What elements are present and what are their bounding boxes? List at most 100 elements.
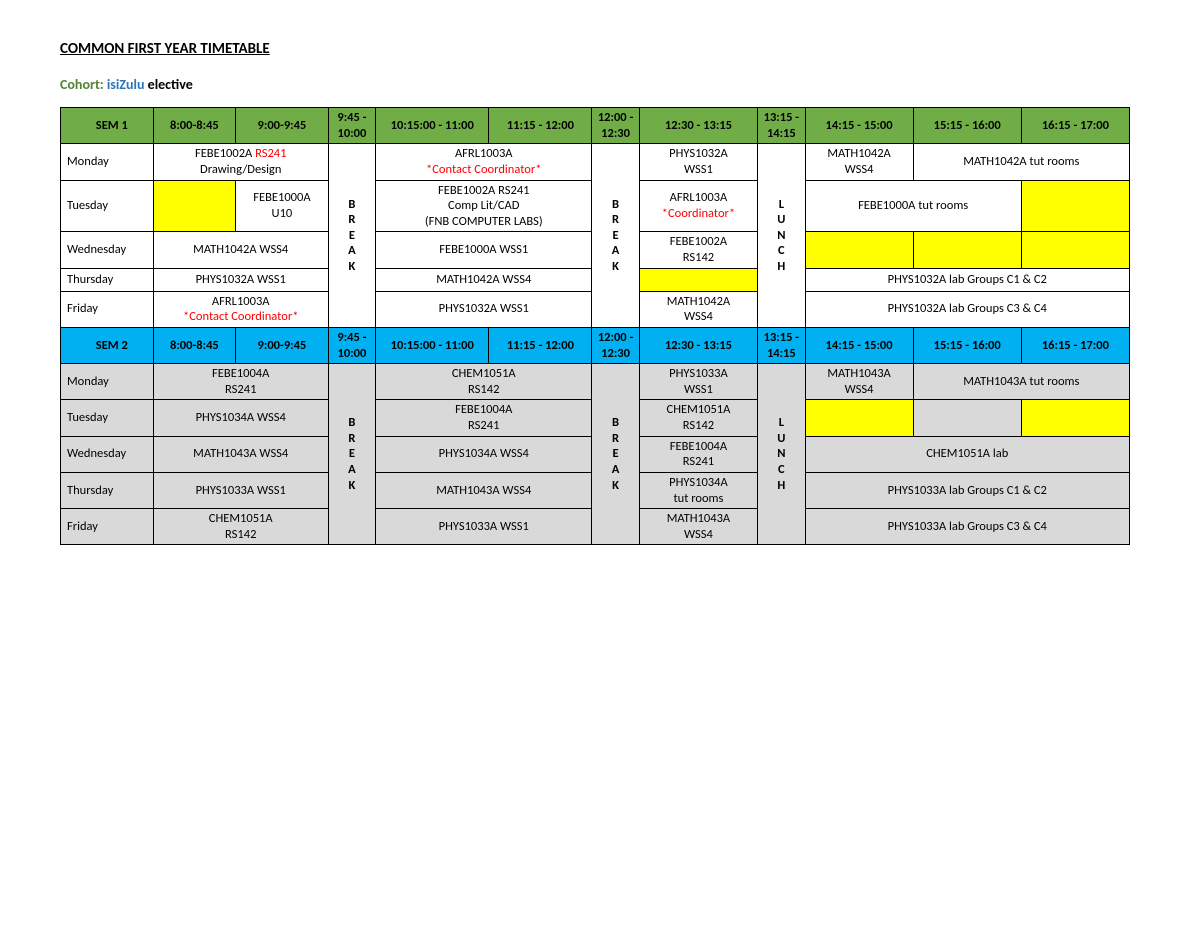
day-fri: Friday (61, 291, 154, 327)
sem1-fri-s678: PHYS1032A lab Groups C3 & C4 (805, 291, 1129, 327)
txt: CHEM1051A (452, 366, 516, 381)
txt: FEBE1002A (670, 234, 727, 249)
txt: (FNB COMPUTER LABS) (425, 214, 543, 229)
sem2-tue-s34: FEBE1004A RS241 (376, 400, 592, 436)
sem2-label: SEM 2 (61, 327, 154, 363)
hdr-time-2: 9:45 - 10:00 (328, 108, 375, 144)
hdr-time-9: 15:15 - 16:00 (913, 108, 1021, 144)
txt: WSS4 (684, 309, 713, 324)
txt: WSS4 (684, 527, 713, 542)
sem1-thu-s34: MATH1042A WSS4 (376, 268, 592, 291)
hdr2-time-10: 16:15 - 17:00 (1021, 327, 1129, 363)
sem2-fri-s678: PHYS1033A lab Groups C3 & C4 (805, 509, 1129, 545)
sem1-tue-s1 (153, 180, 235, 232)
sem2-thu-s678: PHYS1033A lab Groups C1 & C2 (805, 472, 1129, 508)
txt: CHEM1051A (667, 402, 731, 417)
txt: PHYS1032A (669, 146, 728, 161)
sem2-mon-s6: MATH1043A WSS4 (805, 364, 913, 400)
txt: PHYS1033A (669, 366, 728, 381)
txt: WSS4 (845, 382, 874, 397)
sem2-thu-s12: PHYS1033A WSS1 (153, 472, 328, 508)
txt: RS142 (225, 527, 256, 542)
txt: WSS4 (845, 162, 874, 177)
sem2-break-2: BREAK (592, 364, 639, 545)
txt: AFRL1003A (455, 146, 513, 161)
txt: RS241 (468, 418, 499, 433)
txt: AFRL1003A (670, 190, 728, 205)
cohort-value: isiZulu (107, 76, 145, 93)
sem2-thu-s34: MATH1043A WSS4 (376, 472, 592, 508)
sem1-wed-s8 (1021, 232, 1129, 268)
cohort-label: Cohort: (60, 76, 104, 93)
sem1-lunch: LUNCH (758, 144, 805, 328)
txt: FEBE1004A (212, 366, 269, 381)
txt: Comp Lit/CAD (448, 198, 519, 213)
sem2-tue-s8 (1021, 400, 1129, 436)
sem2-thu-s5: PHYS1034A tut rooms (639, 472, 757, 508)
hdr2-time-3: 10:15:00 - 11:00 (376, 327, 489, 363)
txt: CHEM1051A (209, 511, 273, 526)
sem1-break-2: BREAK (592, 144, 639, 328)
sem1-thu-s12: PHYS1032A WSS1 (153, 268, 328, 291)
day-thu-2: Thursday (61, 472, 154, 508)
day-wed-2: Wednesday (61, 436, 154, 472)
sem2-tue-s7 (913, 400, 1021, 436)
txt: AFRL1003A (212, 294, 270, 309)
hdr2-time-8: 14:15 - 15:00 (805, 327, 913, 363)
txt: FEBE1002A RS241 (438, 183, 530, 198)
sem1-tue-s67: FEBE1000A tut rooms (805, 180, 1021, 232)
sem2-mon-s34: CHEM1051A RS142 (376, 364, 592, 400)
txt: RS241 (683, 454, 714, 469)
hdr-time-3: 10:15:00 - 11:00 (376, 108, 489, 144)
sem1-tue-s2: FEBE1000A U10 (236, 180, 329, 232)
day-tue-2: Tuesday (61, 400, 154, 436)
sem1-fri-s12: AFRL1003A *Contact Coordinator* (153, 291, 328, 327)
txt-red: RS241 (255, 146, 286, 161)
sem2-wed-s12: MATH1043A WSS4 (153, 436, 328, 472)
hdr2-time-6: 12:30 - 13:15 (639, 327, 757, 363)
sem1-wed-s34: FEBE1000A WSS1 (376, 232, 592, 268)
txt: RS142 (683, 418, 714, 433)
txt: FEBE1002A (195, 146, 255, 161)
hdr2-time-9: 15:15 - 16:00 (913, 327, 1021, 363)
sem1-thu-s678: PHYS1032A lab Groups C1 & C2 (805, 268, 1129, 291)
sem1-wed-s6 (805, 232, 913, 268)
sem1-tue-s34: FEBE1002A RS241 Comp Lit/CAD (FNB COMPUT… (376, 180, 592, 232)
hdr-time-10: 16:15 - 17:00 (1021, 108, 1129, 144)
sem1-tue-s5: AFRL1003A *Coordinator* (639, 180, 757, 232)
timetable: SEM 1 8:00-8:45 9:00-9:45 9:45 - 10:00 1… (60, 107, 1130, 545)
sem2-mon-s5: PHYS1033A WSS1 (639, 364, 757, 400)
hdr-time-8: 14:15 - 15:00 (805, 108, 913, 144)
txt: MATH1042A (827, 146, 890, 161)
sem2-wed-s34: PHYS1034A WSS4 (376, 436, 592, 472)
sem1-label: SEM 1 (61, 108, 154, 144)
txt: MATH1042A (667, 294, 730, 309)
day-wed: Wednesday (61, 232, 154, 268)
sem2-tue-s12: PHYS1034A WSS4 (153, 400, 328, 436)
cohort-suffix: elective (148, 76, 193, 93)
sem2-wed-s678: CHEM1051A lab (805, 436, 1129, 472)
sem2-break-1: BREAK (328, 364, 375, 545)
sem2-mon-s78: MATH1043A tut rooms (913, 364, 1129, 400)
hdr-time-4: 11:15 - 12:00 (489, 108, 592, 144)
day-tue: Tuesday (61, 180, 154, 232)
sem1-fri-s5: MATH1042A WSS4 (639, 291, 757, 327)
txt: PHYS1034A (669, 475, 728, 490)
sem2-lunch: LUNCH (758, 364, 805, 545)
txt: tut rooms (673, 491, 723, 506)
hdr-time-6: 12:30 - 13:15 (639, 108, 757, 144)
day-fri-2: Friday (61, 509, 154, 545)
txt: Drawing/Design (200, 162, 281, 177)
day-mon-2: Monday (61, 364, 154, 400)
txt-red: *Coordinator* (662, 206, 735, 221)
txt: FEBE1000A (253, 190, 310, 205)
txt: RS241 (225, 382, 256, 397)
sem2-fri-s12: CHEM1051A RS142 (153, 509, 328, 545)
sem1-mon-s34: AFRL1003A *Contact Coordinator* (376, 144, 592, 180)
txt: RS142 (468, 382, 499, 397)
sem2-fri-s5: MATH1043A WSS4 (639, 509, 757, 545)
hdr2-time-0: 8:00-8:45 (153, 327, 235, 363)
sem2-mon-s12: FEBE1004A RS241 (153, 364, 328, 400)
hdr2-time-5: 12:00 - 12:30 (592, 327, 639, 363)
txt: WSS1 (684, 162, 713, 177)
